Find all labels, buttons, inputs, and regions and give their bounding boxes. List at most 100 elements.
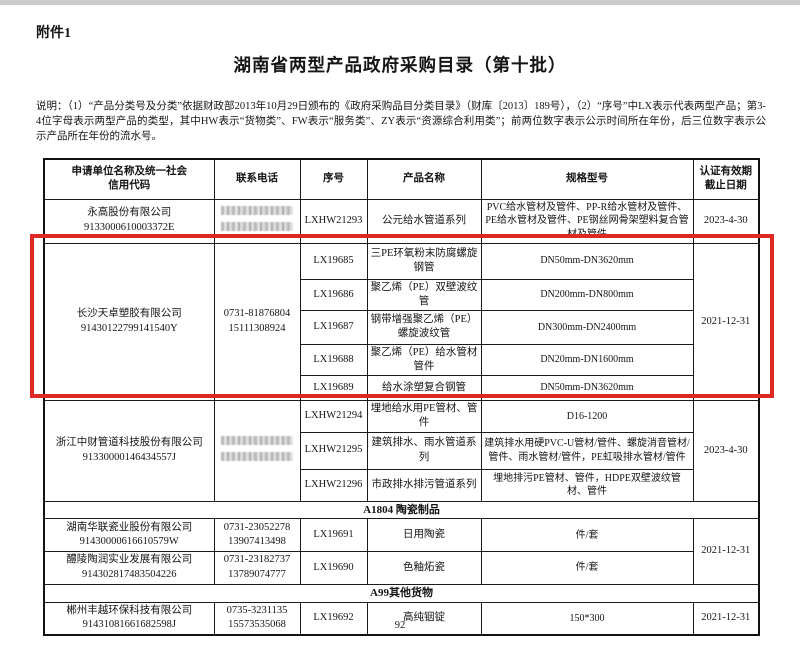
product-cell: 给水涂塑复合钢管 [366,375,482,402]
company-cell: 浙江中财管道科技股份有限公司 91330000146434557J [43,400,215,502]
table-row: 湖南华联瓷业股份有限公司 91430000616610579W 0731-230… [43,518,760,585]
redacted-phone [221,435,293,445]
spec-cell: 150*300 [480,601,694,636]
spec-cell: 埋地排污PE管材、管件，HDPE双壁波纹管材、管件 [480,468,694,502]
scan-edge-artifact [0,0,800,5]
table-row: 永高股份有限公司 9133000610003372E LXHW21293 公元给… [43,198,760,244]
phone-cell [213,400,301,502]
table-row: LXHW21296 市政排水排污管道系列 埋地排污PE管材、管件，HDPE双壁波… [44,468,759,502]
product-cell: 色釉炻瓷 [366,551,482,585]
serial-cell: LX19686 [299,278,368,311]
attachment-label: 附件1 [36,26,71,41]
spec-cell: 件/套 [480,518,694,553]
company-name: 长沙天卓塑胶有限公司 [76,308,182,320]
company-cell: 长沙天卓塑胶有限公司 91430122799141540Y [43,242,215,402]
serial-cell: LX19691 [299,518,368,553]
product-cell: 高纯铟锭 [366,601,482,636]
company-name: 醴陵陶润实业发展有限公司 [66,554,193,566]
table-row: LXHW21295 建筑排水、雨水管道系列 建筑排水用硬PVC-U管材/管件、螺… [44,431,759,470]
validity-cell: 2023-4-30 [692,198,760,244]
spec-cell: 建筑排水用硬PVC-U管材/管件、螺旋消音管材/管件、雨水管材/管件，PE虹吸排… [480,431,694,470]
table-row: LX19687 钢带增强聚乙烯（PE）螺旋波纹管 DN300mm-DN2400m… [44,309,759,345]
page-number: 92 [394,620,406,631]
phone-line-2: 13789074777 [228,569,286,581]
redacted-phone [221,222,293,231]
spec-cell: DN50mm-DN3620mm [480,242,694,280]
company-cell: 醴陵陶润实业发展有限公司 914302817483504226 [43,551,215,585]
serial-cell: LX19685 [299,242,368,280]
phone-cell [213,198,301,244]
spec-cell: 件/套 [480,551,694,585]
company-name: 湖南华联瓷业股份有限公司 [66,521,193,533]
product-cell: 聚乙烯（PE）给水管材管件 [366,343,482,377]
spec-cell: DN200mm-DN800mm [480,278,694,311]
company-cell: 永高股份有限公司 9133000610003372E [43,198,215,244]
serial-cell: LX19687 [299,309,368,345]
catalog-table-container: 申请单位名称及统一社会 信用代码 联系电话 序号 产品名称 规格型号 认证有效期截… [43,158,760,636]
credit-code: 91330000146434557J [82,451,176,463]
table-row: 长沙天卓塑胶有限公司 91430122799141540Y 0731-81876… [43,242,760,402]
serial-cell: LXHW21296 [299,468,368,502]
product-cell: 日用陶瓷 [366,518,482,553]
section-header-a99: A99其他货物 [43,583,760,603]
column-header-product: 产品名称 [366,158,482,200]
product-cell: 埋地给水用PE管材、管件 [366,400,482,433]
validity-cell: 2021-12-31 [692,518,760,585]
note-text: 说明：（1）“产品分类号及分类”依据财政部2013年10月29日颁布的《政府采购… [36,101,766,142]
credit-code: 91430122799141540Y [80,322,178,334]
page-title: 湖南省两型产品政府采购目录（第十批） [233,55,567,75]
section-row: A1804 陶瓷制品 [43,500,760,520]
credit-code: 9133000610003372E [84,222,175,233]
column-header-phone: 联系电话 [213,158,301,200]
serial-cell: LX19692 [299,601,368,636]
phone-cell: 0731-23182737 13789074777 [213,551,301,585]
column-header-validity: 认证有效期 截止日期 [692,158,760,200]
column-header-company: 申请单位名称及统一社会 信用代码 [43,158,215,200]
spec-cell: DN50mm-DN3620mm [480,375,694,402]
table-row: 郴州丰越环保科技有限公司 91431081661682598J 0735-323… [43,601,760,636]
phone-line-1: 0735-3231135 [226,604,288,616]
catalog-table: 申请单位名称及统一社会 信用代码 联系电话 序号 产品名称 规格型号 认证有效期截… [43,158,760,636]
product-cell: 公元给水管道系列 [366,198,482,244]
serial-cell: LX19688 [299,343,368,377]
redacted-phone [221,205,293,215]
validity-cell: 2023-4-30 [692,400,760,502]
credit-code: 914302817483504226 [82,569,177,581]
company-name: 浙江中财管道科技股份有限公司 [55,437,203,449]
credit-code: 91430000616610579W [79,536,179,548]
spec-cell: D16-1200 [480,400,694,433]
serial-cell: LXHW21294 [299,400,368,433]
product-cell: 市政排水排污管道系列 [366,468,482,502]
phone-line-2: 13907413498 [228,536,286,548]
phone-cell: 0735-3231135 15573535068 [213,601,301,636]
phone-line-1: 0731-81876804 [223,308,291,320]
table-header-row: 申请单位名称及统一社会 信用代码 联系电话 序号 产品名称 规格型号 认证有效期截… [43,158,760,200]
validity-cell: 2021-12-31 [692,242,760,402]
serial-cell: LX19689 [299,375,368,402]
serial-cell: LXHW21293 [299,198,368,244]
company-cell: 郴州丰越环保科技有限公司 91431081661682598J [43,601,215,636]
table-row: LX19688 聚乙烯（PE）给水管材管件 DN20mm-DN1600mm [44,343,759,377]
validity-cell: 2021-12-31 [692,601,760,636]
company-name: 郴州丰越环保科技有限公司 [66,604,193,616]
company-name: 永高股份有限公司 [87,207,172,219]
section-header-a1804: A1804 陶瓷制品 [43,500,760,520]
product-cell: 建筑排水、雨水管道系列 [366,431,482,470]
serial-cell: LX19690 [299,551,368,585]
serial-cell: LXHW21295 [299,431,368,470]
redacted-phone [221,451,293,461]
phone-line-2: 15573535068 [228,619,286,631]
credit-code: 91431081661682598J [82,619,176,631]
product-cell: 钢带增强聚乙烯（PE）螺旋波纹管 [366,309,482,345]
product-cell: 三PE环氧粉末防腐螺旋钢管 [366,242,482,280]
phone-cell: 0731-81876804 15111308924 [213,242,301,402]
spec-cell: DN300mm-DN2400mm [480,309,694,345]
phone-line-1: 0731-23052278 [223,521,291,533]
product-cell: 聚乙烯（PE）双壁波纹管 [366,278,482,311]
phone-line-2: 15111308924 [228,322,286,334]
phone-cell: 0731-23052278 13907413498 [213,518,301,553]
table-row: 醴陵陶润实业发展有限公司 914302817483504226 0731-231… [43,551,759,585]
phone-line-1: 0731-23182737 [223,554,291,566]
table-row: LX19686 聚乙烯（PE）双壁波纹管 DN200mm-DN800mm [44,278,759,311]
column-header-serial: 序号 [299,158,368,200]
